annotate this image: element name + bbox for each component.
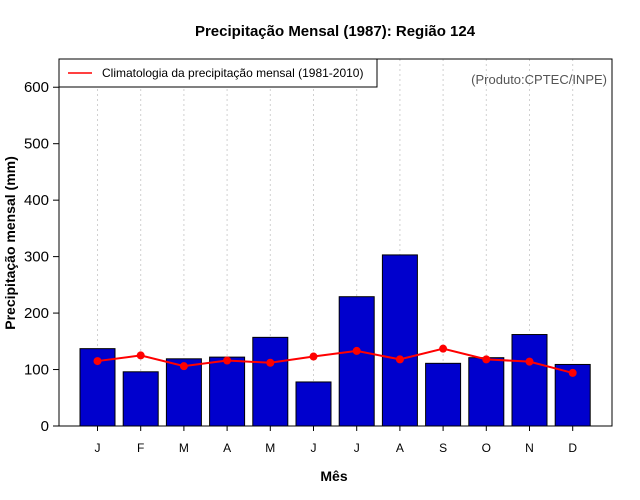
x-tick-label: J [311,441,317,455]
data-point [525,357,534,366]
bar [425,362,462,427]
x-tick-label: F [137,441,144,455]
y-tick-label: 0 [41,418,49,435]
x-tick-label: M [265,441,275,455]
data-point [482,355,491,364]
x-tick-label: S [439,441,447,455]
source-annotation: (Produto:CPTEC/INPE) [471,72,607,87]
x-tick-label: J [95,441,101,455]
legend-box [58,58,378,88]
x-tick-label: N [525,441,534,455]
y-tick-label: 200 [24,305,49,322]
bar [295,381,332,427]
x-tick-label: A [223,441,231,455]
series-line-climatology [97,347,573,374]
bars-layer [79,254,591,427]
bar [468,357,505,427]
data-point [568,368,577,377]
data-point [136,351,145,360]
bar [122,371,159,427]
data-point [352,346,361,355]
bar [381,254,418,427]
y-axis-label: Precipitação mensal (mm) [2,156,18,330]
data-point [93,357,102,366]
line-layer [93,344,577,377]
data-point [179,362,188,371]
x-axis-label: Mês [320,468,347,484]
y-tick-label: 100 [24,362,49,379]
legend-entry-climatology: Climatologia da precipitação mensal (198… [102,66,363,80]
y-tick-label: 500 [24,136,49,153]
bar [511,334,548,427]
chart-title: Precipitação Mensal (1987): Região 124 [195,23,476,40]
bar [209,356,246,427]
data-point [395,355,404,364]
x-tick-label: M [179,441,189,455]
y-tick-label: 300 [24,249,49,266]
legend: Climatologia da precipitação mensal (198… [58,58,378,88]
data-point [266,358,275,367]
x-tick-label: O [482,441,491,455]
y-axis: 0 100 200 300 400 500 600 [24,79,59,435]
x-tick-label: D [568,441,577,455]
data-point [309,352,318,361]
y-tick-label: 400 [24,192,49,209]
data-point [223,356,232,365]
data-point [439,344,448,353]
bar [252,336,289,427]
y-tick-label: 600 [24,79,49,96]
x-tick-label: A [396,441,404,455]
x-tick-label: J [354,441,360,455]
bar [338,296,375,427]
